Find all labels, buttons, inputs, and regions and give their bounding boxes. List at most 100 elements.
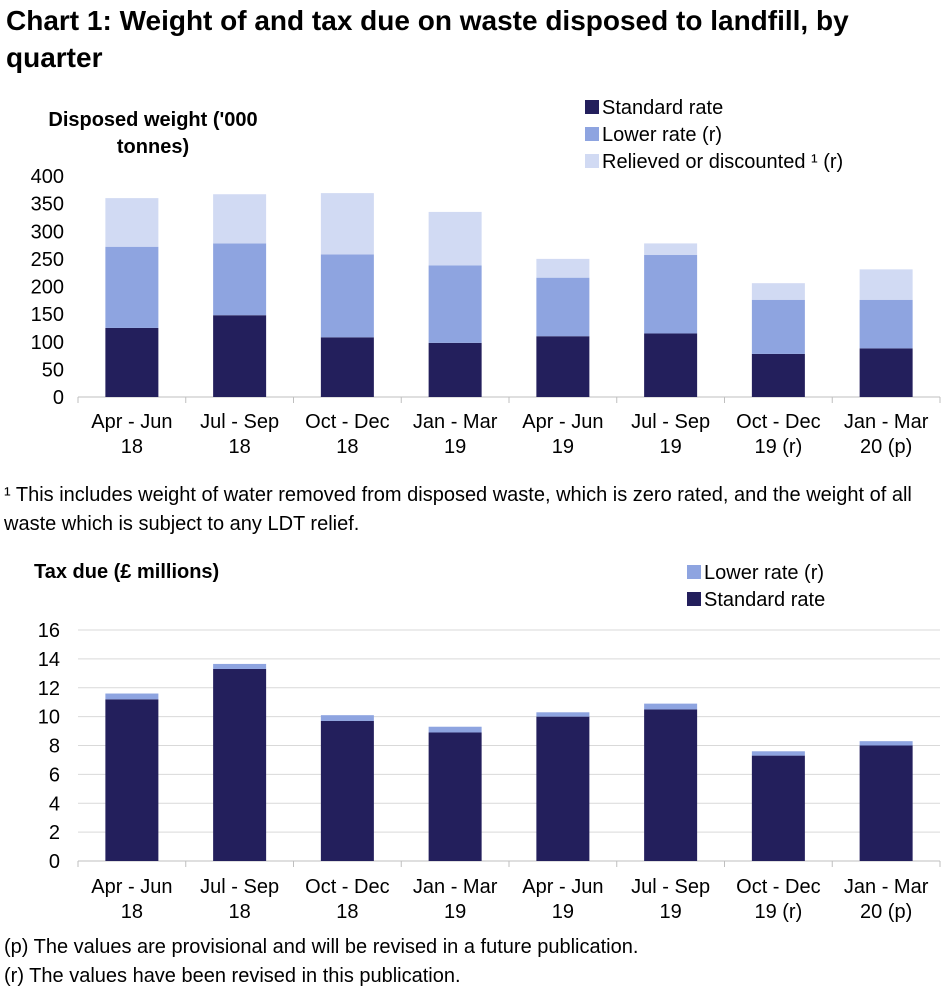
- weight-y-tick-label: 250: [31, 249, 64, 271]
- tax-category-label: Jul - Sep: [200, 876, 279, 898]
- tax-category-label: 19 (r): [754, 901, 802, 923]
- tax-category-label: 19: [660, 901, 682, 923]
- tax-bar-standard: [859, 745, 913, 861]
- tax-bar-lower: [751, 751, 805, 756]
- tax-category-label: 19: [552, 901, 574, 923]
- weight-bar-relieved: [751, 283, 805, 300]
- tax-category-label: Oct - Dec: [305, 876, 389, 898]
- weight-bar-lower: [213, 243, 267, 316]
- weight-bar-relieved: [644, 243, 698, 256]
- weight-y-tick-label: 100: [31, 332, 64, 354]
- tax-category-label: Oct - Dec: [736, 876, 820, 898]
- weight-bar-standard: [105, 327, 159, 397]
- tax-category-label: 20 (p): [860, 901, 912, 923]
- weight-y-tick-label: 150: [31, 304, 64, 326]
- weight-bar-standard: [644, 333, 698, 397]
- weight-category-label: 20 (p): [860, 436, 912, 458]
- tax-legend-label: Lower rate (r): [704, 562, 824, 584]
- tax-category-label: Jan - Mar: [413, 876, 498, 898]
- weight-category-label: Apr - Jun: [91, 411, 172, 433]
- weight-category-label: Oct - Dec: [736, 411, 820, 433]
- tax-y-tick-label: 16: [38, 620, 60, 642]
- weight-bar-lower: [105, 246, 159, 328]
- weight-bar-standard: [213, 315, 267, 397]
- weight-legend-swatch: [585, 154, 599, 168]
- tax-legend-swatch: [687, 592, 701, 606]
- chart-title: Chart 1: Weight of and tax due on waste …: [6, 5, 849, 73]
- weight-category-label: Jan - Mar: [844, 411, 929, 433]
- weight-category-label: Jul - Sep: [200, 411, 279, 433]
- weight-category-label: Jan - Mar: [413, 411, 498, 433]
- tax-legend-label: Standard rate: [704, 589, 825, 611]
- tax-y-tick-label: 0: [49, 851, 60, 873]
- weight-legend-label: Lower rate (r): [602, 124, 722, 146]
- tax-bar-standard: [644, 709, 698, 861]
- weight-bar-relieved: [428, 211, 482, 266]
- weight-y-tick-label: 400: [31, 166, 64, 188]
- tax-bar-standard: [320, 720, 374, 861]
- tax-y-tick-label: 4: [49, 793, 60, 815]
- tax-y-tick-label: 8: [49, 736, 60, 758]
- tax-bar-standard: [536, 716, 590, 861]
- weight-category-label: 19 (r): [754, 436, 802, 458]
- weight-bar-relieved: [105, 198, 159, 247]
- tax-y-tick-label: 14: [38, 649, 60, 671]
- tax-category-label: Jul - Sep: [631, 876, 710, 898]
- weight-bar-standard: [428, 342, 482, 397]
- revised-footnote: (r) The values have been revised in this…: [4, 965, 461, 987]
- tax-category-label: Apr - Jun: [522, 876, 603, 898]
- tax-category-label: 19: [444, 901, 466, 923]
- weight-bar-standard: [536, 336, 590, 397]
- tax-category-label: Apr - Jun: [91, 876, 172, 898]
- weight-category-label: 18: [229, 436, 251, 458]
- tax-y-tick-label: 6: [49, 764, 60, 786]
- relief-footnote: ¹ This includes weight of water removed …: [4, 484, 912, 535]
- weight-bar-relieved: [859, 269, 913, 300]
- tax-bar-lower: [536, 712, 590, 717]
- weight-bar-lower: [751, 299, 805, 354]
- tax-bar-lower: [644, 703, 698, 710]
- weight-legend-label: Relieved or discounted ¹ (r): [602, 151, 843, 173]
- weight-y-tick-label: 300: [31, 221, 64, 243]
- tax-bar-standard: [213, 668, 267, 861]
- weight-chart: 0 50 100 150 200 250 300 350 400 Apr - Jun 18 Jul -…: [31, 97, 941, 458]
- weight-bar-relieved: [213, 194, 267, 244]
- tax-bar-standard: [751, 755, 805, 861]
- weight-bar-standard: [320, 337, 374, 397]
- weight-bar-relieved: [536, 258, 590, 278]
- tax-bar-standard: [105, 699, 159, 861]
- weight-category-label: 18: [336, 436, 358, 458]
- weight-legend-swatch: [585, 127, 599, 141]
- weight-bar-lower: [644, 255, 698, 334]
- weight-bar-standard: [751, 353, 805, 397]
- tax-category-label: 18: [336, 901, 358, 923]
- weight-y-tick-label: 0: [53, 387, 64, 409]
- tax-bar-standard: [428, 732, 482, 861]
- weight-category-label: Apr - Jun: [522, 411, 603, 433]
- tax-category-label: Jan - Mar: [844, 876, 929, 898]
- weight-y-tick-label: 350: [31, 194, 64, 216]
- weight-category-label: 19: [660, 436, 682, 458]
- tax-y-tick-label: 10: [38, 707, 60, 729]
- tax-category-label: 18: [229, 901, 251, 923]
- weight-bar-standard: [859, 348, 913, 397]
- weight-bar-lower: [536, 277, 590, 337]
- tax-y-tick-label: 12: [38, 678, 60, 700]
- weight-y-tick-label: 200: [31, 277, 64, 299]
- weight-legend-label: Standard rate: [602, 97, 723, 119]
- weight-bar-relieved: [320, 193, 374, 255]
- tax-category-label: 18: [121, 901, 143, 923]
- tax-chart: 0 2 4 6 8 10 12 14 16 Apr - Jun 18 Jul - Sep 18 Oct -…: [34, 561, 941, 923]
- tax-bar-lower: [105, 693, 159, 700]
- tax-legend-swatch: [687, 565, 701, 579]
- weight-category-label: Jul - Sep: [631, 411, 710, 433]
- weight-bar-lower: [859, 299, 913, 349]
- weight-y-axis-title: Disposed weight ('000: [48, 109, 257, 131]
- weight-category-label: 19: [552, 436, 574, 458]
- tax-bar-lower: [428, 726, 482, 733]
- provisional-footnote: (p) The values are provisional and will …: [4, 936, 639, 958]
- weight-category-label: 18: [121, 436, 143, 458]
- tax-bar-lower: [320, 715, 374, 721]
- weight-legend-swatch: [585, 100, 599, 114]
- weight-category-label: 19: [444, 436, 466, 458]
